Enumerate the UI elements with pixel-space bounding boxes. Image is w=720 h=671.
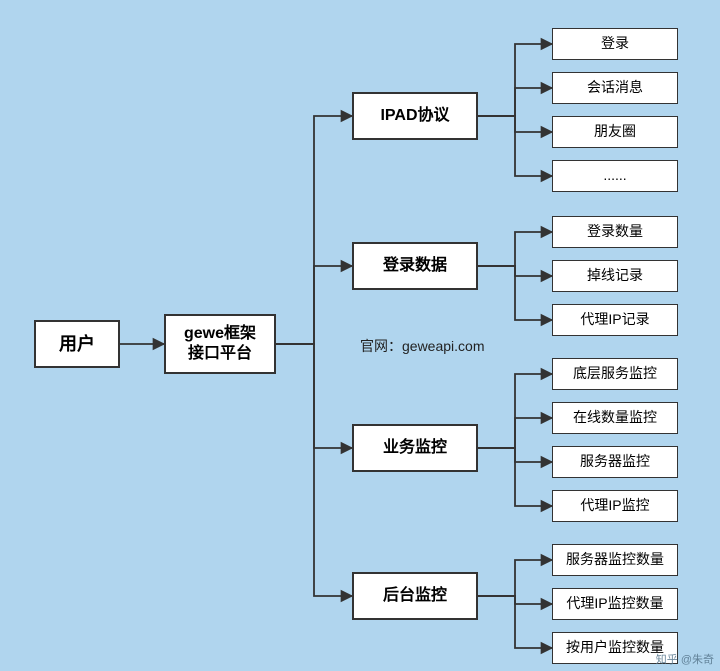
node-ipad_d: ...... [552, 160, 678, 192]
node-biz_d: 代理IP监控 [552, 490, 678, 522]
node-admin: 后台监控 [352, 572, 478, 620]
edge-login-login_a [478, 232, 552, 266]
edge-admin-admin_a [478, 560, 552, 596]
edge-platform-login [276, 266, 352, 344]
edge-ipad-ipad_d [478, 116, 552, 176]
node-login_a: 登录数量 [552, 216, 678, 248]
node-ipad: IPAD协议 [352, 92, 478, 140]
edge-platform-admin [276, 344, 352, 596]
node-biz_b: 在线数量监控 [552, 402, 678, 434]
edge-biz-biz_d [478, 448, 552, 506]
node-login_c: 代理IP记录 [552, 304, 678, 336]
node-biz_c: 服务器监控 [552, 446, 678, 478]
edge-biz-biz_b [478, 418, 552, 448]
node-user: 用户 [34, 320, 120, 368]
diagram-note: 官网：geweapi.com [360, 336, 485, 356]
node-admin_a: 服务器监控数量 [552, 544, 678, 576]
edge-login-login_c [478, 266, 552, 320]
node-ipad_a: 登录 [552, 28, 678, 60]
node-biz_a: 底层服务监控 [552, 358, 678, 390]
node-biz: 业务监控 [352, 424, 478, 472]
watermark-text: 知乎 @朱奇 [656, 651, 714, 667]
node-ipad_c: 朋友圈 [552, 116, 678, 148]
node-admin_b: 代理IP监控数量 [552, 588, 678, 620]
edge-ipad-ipad_b [478, 88, 552, 116]
node-platform: gewe框架 接口平台 [164, 314, 276, 374]
node-login_b: 掉线记录 [552, 260, 678, 292]
node-ipad_b: 会话消息 [552, 72, 678, 104]
node-login: 登录数据 [352, 242, 478, 290]
